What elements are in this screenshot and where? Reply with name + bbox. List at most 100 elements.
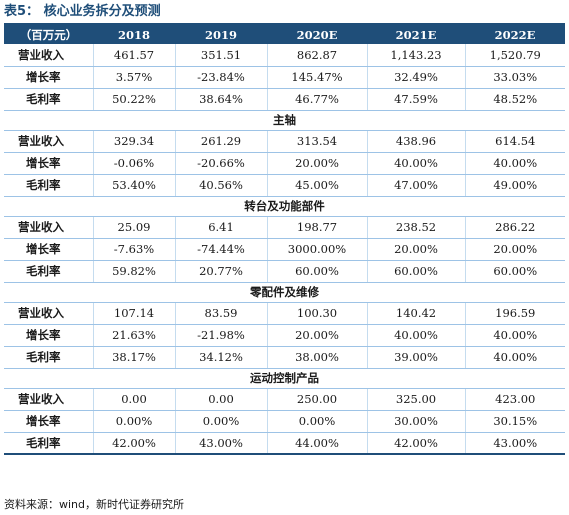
table-cell: 30.00% [366, 410, 465, 433]
table-cell: 20.00% [266, 324, 367, 347]
table-cell: -0.06% [92, 152, 175, 175]
row-label: 毛利率 [4, 432, 93, 455]
table-row: 营业收入 107.14 83.59 100.30 140.42 196.59 [4, 302, 565, 325]
table-row: 营业收入 461.57 351.51 862.87 1,143.23 1,520.79 [4, 44, 565, 67]
table-cell: -7.63% [92, 238, 175, 261]
section-label: 主轴 [4, 110, 565, 131]
table-row: 增长率 3.57% -23.84% 145.47% 32.49% 33.03% [4, 66, 565, 89]
row-label: 增长率 [4, 410, 93, 433]
table-cell: 47.59% [366, 88, 465, 111]
row-label: 营业收入 [4, 44, 93, 67]
table-cell: 614.54 [464, 130, 565, 153]
table-cell: 60.00% [266, 260, 367, 283]
row-label: 毛利率 [4, 88, 93, 111]
table-title: 表5： 核心业务拆分及预测 [4, 4, 161, 19]
table-cell: 40.00% [366, 152, 465, 175]
row-label: 毛利率 [4, 346, 93, 369]
table-cell: 83.59 [174, 302, 267, 325]
table-cell: 6.41 [174, 216, 267, 239]
table-cell: 60.00% [464, 260, 565, 283]
table-cell: 198.77 [266, 216, 367, 239]
table-cell: 329.34 [92, 130, 175, 153]
table-cell: 40.56% [174, 174, 267, 197]
table-row: 增长率 0.00% 0.00% 0.00% 30.00% 30.15% [4, 410, 565, 433]
table-cell: 140.42 [366, 302, 465, 325]
table-row: 毛利率 53.40% 40.56% 45.00% 47.00% 49.00% [4, 174, 565, 197]
table-cell: 423.00 [464, 388, 565, 411]
table-row: 营业收入 329.34 261.29 313.54 438.96 614.54 [4, 130, 565, 153]
table-cell: 43.00% [464, 432, 565, 455]
table-cell: 38.00% [266, 346, 367, 369]
year-header: 2018 [93, 23, 175, 44]
table-cell: 3000.00% [266, 238, 367, 261]
table-cell: 25.09 [92, 216, 175, 239]
table-cell: 38.17% [92, 346, 175, 369]
table-cell: 40.00% [464, 346, 565, 369]
table-cell: 53.40% [92, 174, 175, 197]
table-row: 毛利率 42.00% 43.00% 44.00% 42.00% 43.00% [4, 432, 565, 455]
table-cell: 50.22% [92, 88, 175, 111]
row-label: 增长率 [4, 324, 93, 347]
table-cell: 20.00% [464, 238, 565, 261]
row-label: 增长率 [4, 238, 93, 261]
table-cell: 60.00% [366, 260, 465, 283]
table-cell: 0.00 [92, 388, 175, 411]
table-cell: 862.87 [266, 44, 367, 67]
table-cell: 33.03% [464, 66, 565, 89]
table-body: 营业收入 461.57 351.51 862.87 1,143.23 1,520.79 增长… [4, 44, 565, 455]
table-cell: 34.12% [174, 346, 267, 369]
year-header: 2021E [367, 23, 465, 44]
source-note: 资料来源：wind，新时代证券研究所 [4, 498, 185, 511]
table-cell: 46.77% [266, 88, 367, 111]
table-cell: 196.59 [464, 302, 565, 325]
table-cell: 39.00% [366, 346, 465, 369]
row-label: 毛利率 [4, 174, 93, 197]
unit-header: （百万元） [4, 23, 93, 44]
table-cell: -21.98% [174, 324, 267, 347]
table-cell: 38.64% [174, 88, 267, 111]
row-label: 营业收入 [4, 388, 93, 411]
table-cell: 145.47% [266, 66, 367, 89]
table-cell: 40.00% [464, 152, 565, 175]
section-label: 运动控制产品 [4, 368, 565, 389]
table-cell: 0.00% [266, 410, 367, 433]
table-cell: 40.00% [366, 324, 465, 347]
row-label: 毛利率 [4, 260, 93, 283]
forecast-table: （百万元） 2018 2019 2020E 2021E 2022E 营业收入 46… [4, 23, 565, 455]
year-header: 2022E [465, 23, 565, 44]
table-cell: 461.57 [92, 44, 175, 67]
table-cell: 325.00 [366, 388, 465, 411]
table-cell: 1,143.23 [366, 44, 465, 67]
table-cell: 42.00% [92, 432, 175, 455]
table-cell: 20.00% [366, 238, 465, 261]
table-cell: 261.29 [174, 130, 267, 153]
row-label: 营业收入 [4, 302, 93, 325]
table-cell: 438.96 [366, 130, 465, 153]
table-cell: 45.00% [266, 174, 367, 197]
table-cell: 43.00% [174, 432, 267, 455]
section-header-row: 主轴 [4, 110, 565, 131]
table-row: 增长率 -7.63% -74.44% 3000.00% 20.00% 20.00% [4, 238, 565, 261]
table-cell: 32.49% [366, 66, 465, 89]
table-cell: 21.63% [92, 324, 175, 347]
table-cell: 250.00 [266, 388, 367, 411]
table-cell: 40.00% [464, 324, 565, 347]
table-cell: 3.57% [92, 66, 175, 89]
table-cell: 0.00% [174, 410, 267, 433]
table-row: 营业收入 25.09 6.41 198.77 238.52 286.22 [4, 216, 565, 239]
table-cell: 351.51 [174, 44, 267, 67]
row-label: 增长率 [4, 152, 93, 175]
table-row: 增长率 -0.06% -20.66% 20.00% 40.00% 40.00% [4, 152, 565, 175]
table-cell: 100.30 [266, 302, 367, 325]
table-cell: -23.84% [174, 66, 267, 89]
table-row: 毛利率 59.82% 20.77% 60.00% 60.00% 60.00% [4, 260, 565, 283]
table-cell: 107.14 [92, 302, 175, 325]
table-cell: 20.77% [174, 260, 267, 283]
section-label: 转台及功能部件 [4, 196, 565, 217]
table-cell: 42.00% [366, 432, 465, 455]
table-cell: 59.82% [92, 260, 175, 283]
table-cell: 0.00 [174, 388, 267, 411]
table-cell: 20.00% [266, 152, 367, 175]
table-cell: 49.00% [464, 174, 565, 197]
table-cell: 286.22 [464, 216, 565, 239]
